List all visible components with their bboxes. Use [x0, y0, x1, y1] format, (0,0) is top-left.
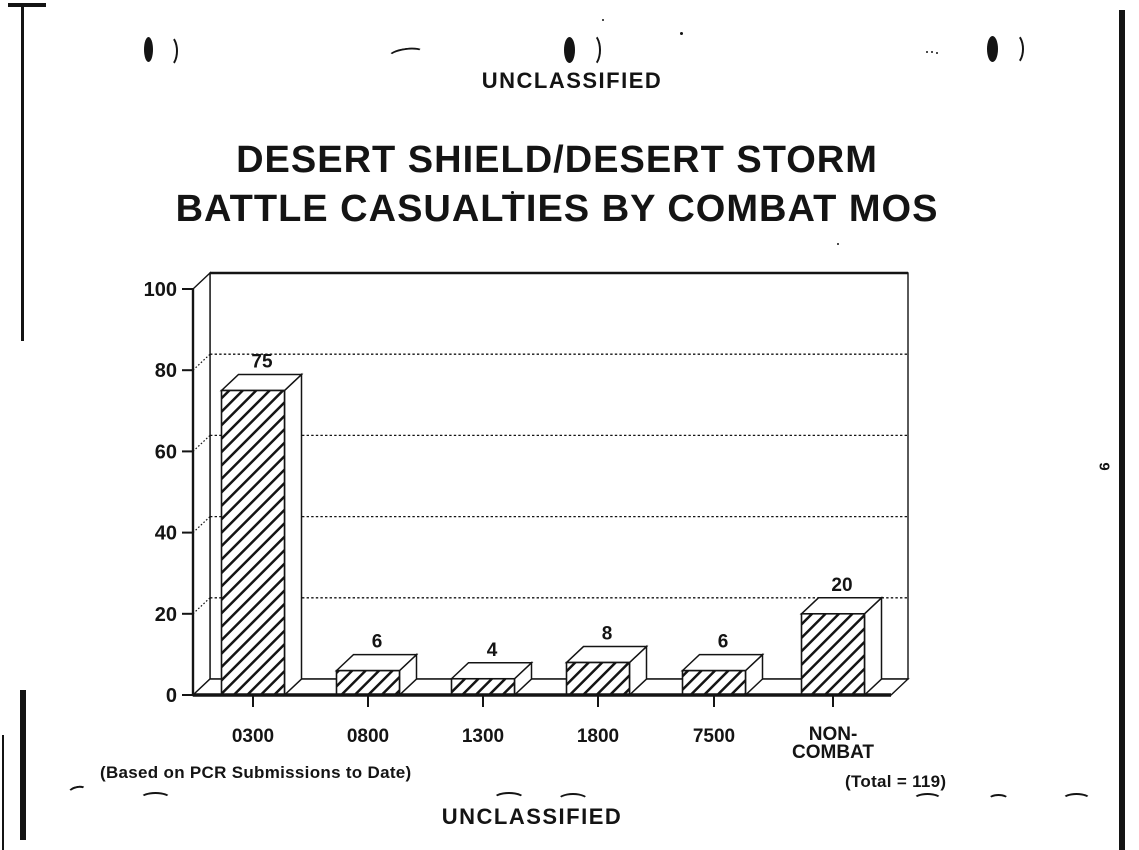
bar-value-label-1300: 4	[487, 640, 498, 661]
classification-banner-top: UNCLASSIFIED	[481, 68, 663, 93]
y-tick-label-0: 0	[166, 685, 177, 707]
bar-value-label-0800: 6	[372, 632, 383, 653]
scan-curve	[557, 793, 589, 808]
bar-0800	[335, 669, 401, 696]
x-tick-label-NON-COMBAT-line2: COMBAT	[792, 742, 874, 763]
scan-curve	[913, 793, 942, 806]
x-tick-label-NON-COMBAT-line1: NON-	[809, 724, 858, 745]
scan-dot	[511, 191, 514, 194]
scan-edge-left-top	[21, 6, 24, 341]
binder-ring-mark-center	[564, 37, 575, 63]
scan-curve	[493, 792, 525, 806]
footnote-total: (Total = 119)	[845, 772, 947, 791]
x-tick-label-0800: 0800	[347, 726, 389, 747]
scan-dot	[680, 32, 683, 35]
y-tick-label-40: 40	[155, 523, 177, 545]
chart-side-wall	[192, 271, 211, 697]
scan-dots-right	[926, 51, 928, 53]
footnote-source: (Based on PCR Submissions to Date)	[100, 763, 412, 782]
scan-edge-left-bottom	[20, 690, 26, 840]
x-tick-label-7500: 7500	[693, 726, 735, 747]
bar-0300	[220, 389, 286, 696]
binder-ring-mark-left	[144, 37, 153, 62]
bar-1800	[565, 661, 631, 696]
scan-edge-top-left-horizontal	[8, 3, 46, 7]
bar-value-label-NON-COMBAT: 20	[831, 575, 852, 596]
page-title-line1: DESERT SHIELD/DESERT STORM	[236, 139, 878, 181]
x-tick-label-0300: 0300	[232, 726, 274, 747]
page-title: DESERT SHIELD/DESERT STORM BATTLE CASUAL…	[176, 136, 939, 234]
bar-value-label-0300: 75	[251, 352, 273, 373]
x-tick-label-1300: 1300	[462, 726, 504, 747]
classification-banner-bottom: UNCLASSIFIED	[441, 804, 623, 829]
binder-arc-mark-center	[582, 33, 601, 67]
x-tick-label-1800: 1800	[577, 726, 619, 747]
bar-side-face-0300	[283, 372, 303, 697]
bar-7500	[681, 669, 747, 696]
y-tick-label-80: 80	[155, 360, 177, 382]
bar-NON-COMBAT	[800, 612, 866, 696]
scan-curve	[1062, 793, 1091, 806]
y-tick-label-100: 100	[144, 279, 177, 301]
page-title-line2: BATTLE CASUALTIES BY COMBAT MOS	[175, 188, 939, 230]
grid-connector-60	[192, 434, 211, 452]
bar-value-label-7500: 6	[718, 632, 729, 653]
scan-curve	[140, 792, 171, 805]
scan-dot	[837, 243, 839, 245]
binder-arc-mark-left	[160, 35, 178, 67]
scan-edge-left-outer	[2, 735, 4, 850]
scan-curve	[988, 794, 1009, 805]
grid-connector-40	[192, 516, 211, 534]
chart-back-wall	[209, 272, 909, 680]
y-tick-label-20: 20	[155, 604, 177, 626]
grid-connector-20	[192, 597, 211, 615]
binder-arc-mark-right	[1005, 33, 1024, 65]
grid-connector-80	[192, 353, 211, 371]
bar-1300	[450, 677, 516, 696]
y-tick-label-60: 60	[155, 441, 177, 463]
bar-value-label-1800: 8	[602, 624, 613, 645]
scan-edge-right	[1119, 10, 1125, 850]
scan-dot	[602, 19, 604, 21]
binder-ring-mark-right	[987, 36, 998, 62]
